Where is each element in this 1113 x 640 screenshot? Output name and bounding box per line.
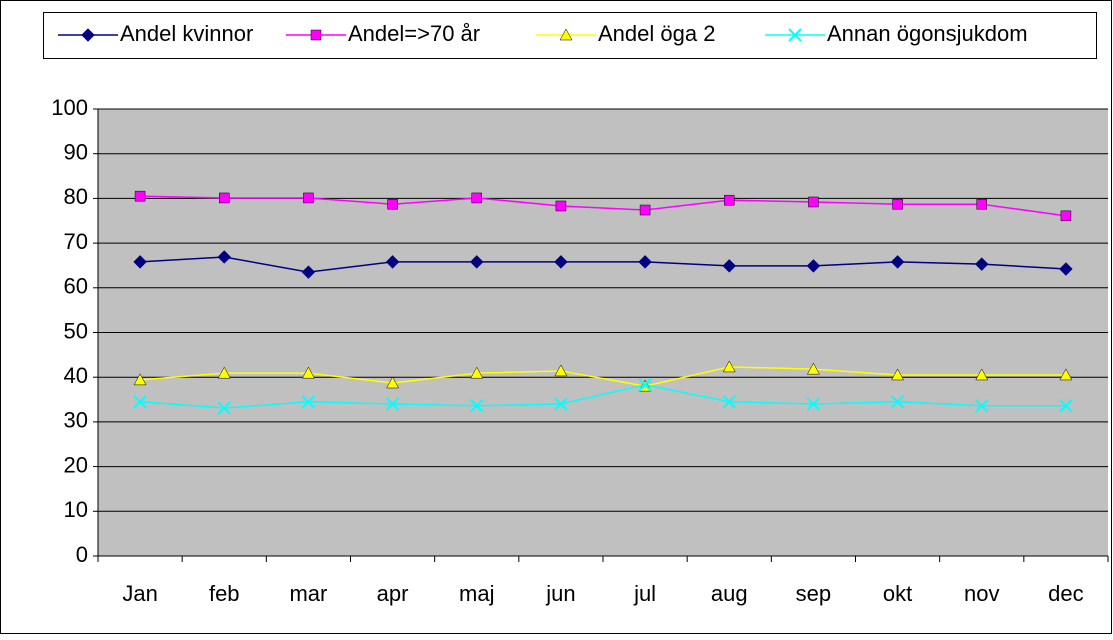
data-point xyxy=(808,196,819,208)
data-point xyxy=(554,255,568,269)
x-tick-label: jul xyxy=(633,581,656,606)
data-point xyxy=(975,399,989,413)
data-point xyxy=(638,255,652,269)
data-point xyxy=(976,198,987,210)
series-line xyxy=(140,384,1066,409)
x-tick-label: feb xyxy=(209,581,240,606)
data-point xyxy=(638,378,652,392)
data-point xyxy=(470,366,484,379)
data-point xyxy=(133,373,147,386)
data-point xyxy=(217,401,231,415)
legend-marker xyxy=(788,28,802,42)
data-point xyxy=(890,255,905,269)
data-point xyxy=(806,259,821,273)
x-tick-label: maj xyxy=(459,581,494,606)
data-point xyxy=(385,397,400,411)
data-point xyxy=(1060,210,1072,222)
data-point xyxy=(639,204,651,216)
data-point xyxy=(890,395,905,409)
y-tick-label: 70 xyxy=(64,229,88,254)
y-tick-label: 0 xyxy=(76,542,88,567)
data-point xyxy=(133,395,147,409)
x-tick-label: sep xyxy=(796,581,831,606)
legend-marker xyxy=(81,28,95,42)
data-point xyxy=(471,192,482,204)
data-point xyxy=(386,376,400,389)
data-point xyxy=(470,255,484,269)
legend-marker xyxy=(310,29,322,41)
legend-label: Annan ögonsjukdom xyxy=(827,21,1028,46)
data-point xyxy=(975,368,989,381)
data-point xyxy=(891,368,905,381)
y-tick-label: 40 xyxy=(64,363,88,388)
data-point xyxy=(554,364,568,377)
x-tick-label: dec xyxy=(1048,581,1083,606)
series-line xyxy=(140,195,1067,217)
x-tick-label: Jan xyxy=(122,581,157,606)
data-point xyxy=(219,192,230,204)
y-tick-label: 30 xyxy=(64,408,88,433)
data-point xyxy=(1059,262,1073,276)
x-tick-label: okt xyxy=(883,581,912,606)
data-point xyxy=(555,200,567,212)
data-point xyxy=(722,259,736,273)
y-tick-label: 10 xyxy=(64,497,88,522)
y-tick-label: 20 xyxy=(64,452,88,477)
data-point xyxy=(217,250,231,264)
x-tick-label: mar xyxy=(289,581,327,606)
data-point xyxy=(470,399,484,413)
legend-label: Andel öga 2 xyxy=(598,21,715,46)
data-point xyxy=(806,397,821,411)
y-tick-label: 60 xyxy=(64,274,88,299)
x-tick-label: nov xyxy=(964,581,999,606)
data-point xyxy=(134,190,146,202)
data-point xyxy=(1059,368,1073,381)
data-point xyxy=(722,360,736,373)
data-point xyxy=(975,257,989,271)
data-point xyxy=(806,362,820,375)
data-point xyxy=(724,194,735,206)
data-point xyxy=(722,395,736,409)
series-line xyxy=(140,256,1066,273)
data-point xyxy=(301,366,315,379)
data-point xyxy=(1059,399,1073,413)
data-point xyxy=(892,198,903,210)
data-point xyxy=(301,265,316,279)
y-tick-label: 80 xyxy=(64,184,88,209)
legend-label: Andel kvinnor xyxy=(120,21,253,46)
data-point xyxy=(387,198,398,210)
data-point xyxy=(301,395,316,409)
legend-label: Andel=>70 år xyxy=(348,21,480,46)
legend-marker xyxy=(559,28,573,41)
series-line xyxy=(140,366,1066,387)
data-point xyxy=(217,366,231,379)
data-point xyxy=(303,192,314,204)
data-point xyxy=(385,255,400,269)
y-tick-label: 90 xyxy=(64,140,88,165)
data-point xyxy=(554,397,568,411)
x-tick-label: apr xyxy=(377,581,409,606)
y-tick-label: 50 xyxy=(64,318,88,343)
x-tick-label: jun xyxy=(545,581,575,606)
y-tick-label: 100 xyxy=(51,95,88,120)
data-point xyxy=(133,255,147,269)
x-tick-label: aug xyxy=(711,581,748,606)
